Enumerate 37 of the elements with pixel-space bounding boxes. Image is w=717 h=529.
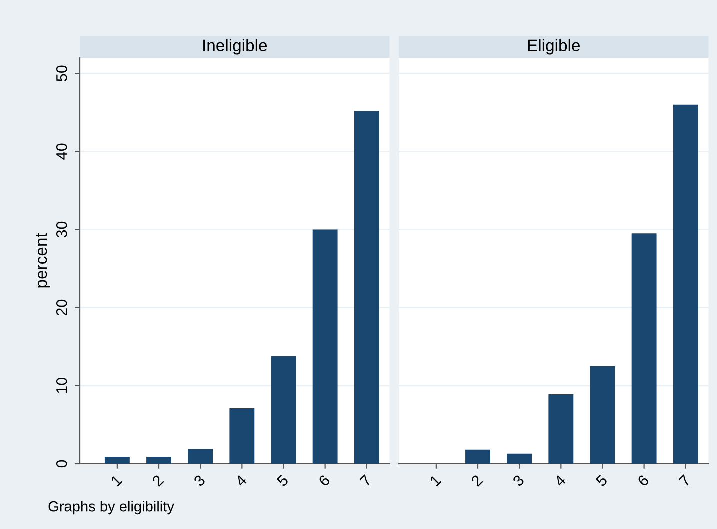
- x-tick-label: 3: [512, 474, 526, 488]
- y-tick-label: 50: [56, 66, 68, 82]
- x-tick-label: 1: [110, 474, 123, 487]
- y-tick-label: 0: [56, 460, 68, 468]
- x-tick-label: 2: [470, 474, 484, 487]
- bar: [188, 449, 214, 464]
- x-tick-label: 7: [360, 474, 372, 487]
- x-tick-label: 7: [678, 474, 692, 487]
- bar: [271, 356, 296, 464]
- x-tick-label: 3: [193, 474, 206, 488]
- y-tick-label: 10: [56, 378, 68, 394]
- chart-title: Ineligible: [204, 39, 268, 55]
- x-tick-label: 6: [318, 474, 331, 488]
- bar: [146, 456, 172, 464]
- bar: [590, 366, 616, 464]
- y-tick-label: 40: [56, 144, 68, 160]
- bar: [507, 454, 532, 464]
- y-tick-label: 30: [56, 222, 68, 238]
- x-tick-label: 1: [430, 474, 442, 487]
- chart-title: Eligible: [528, 39, 580, 55]
- bar: [632, 234, 657, 464]
- bar: [354, 111, 380, 464]
- x-tick-label: 5: [596, 474, 608, 488]
- x-tick-label: 6: [637, 474, 650, 488]
- x-tick-label: 5: [276, 474, 290, 488]
- bar: [104, 456, 130, 464]
- bar: [548, 394, 574, 464]
- x-tick-label: 4: [234, 474, 248, 488]
- x-tick-label: 2: [152, 474, 164, 487]
- bar: [230, 408, 255, 464]
- text: Graphs by eligibility: [48, 501, 174, 515]
- bar: [673, 104, 698, 464]
- y-axis-title: percent: [36, 233, 50, 288]
- x-tick-label: 4: [554, 474, 567, 488]
- y-tick-label: 20: [56, 300, 68, 316]
- bar: [312, 230, 338, 464]
- bar: [466, 450, 490, 464]
